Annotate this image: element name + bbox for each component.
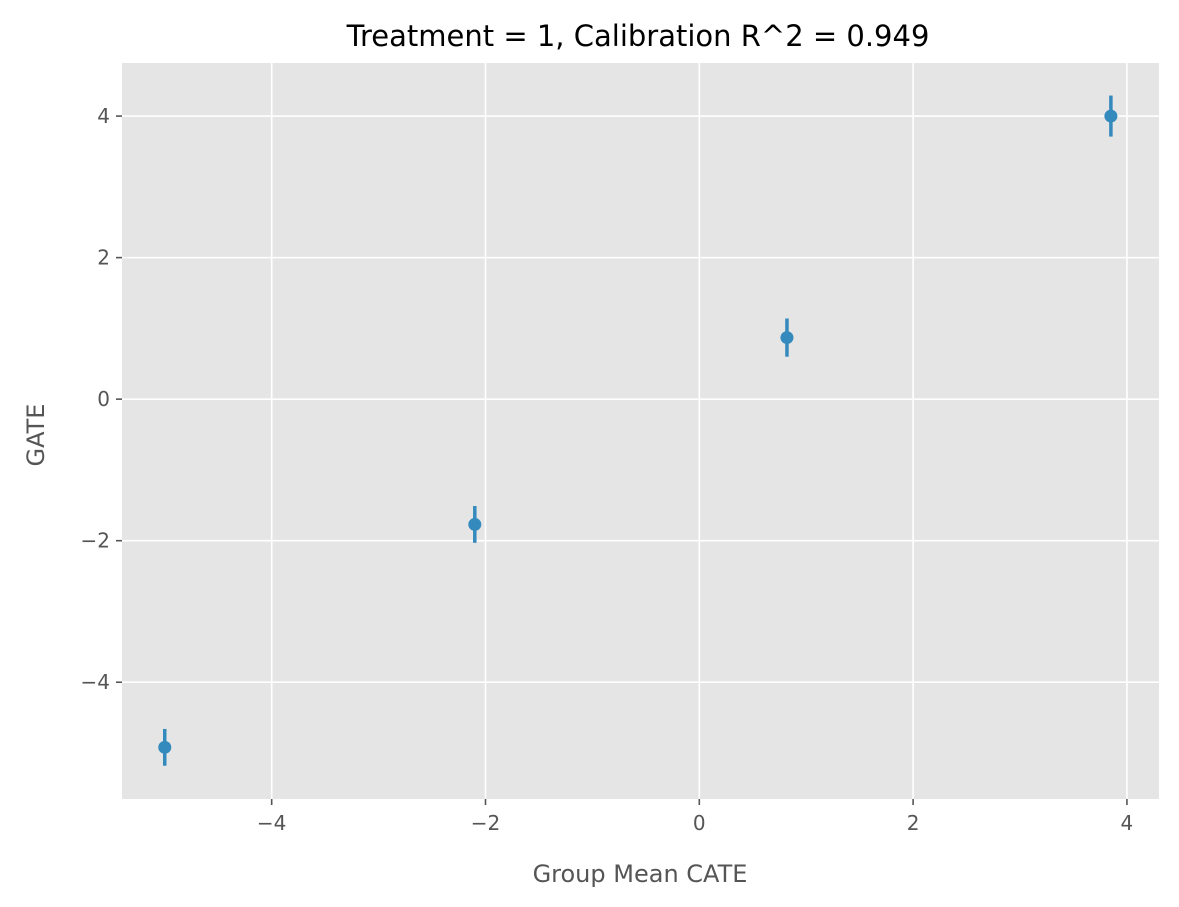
x-tick-label: 2: [907, 811, 920, 835]
chart-title: Treatment = 1, Calibration R^2 = 0.949: [346, 19, 930, 53]
axis-ticks: −4 −2 0 2 4 −4 −2 0 2 4: [81, 104, 1134, 835]
y-tick-label: 0: [97, 387, 110, 411]
plot-area: [122, 63, 1159, 799]
data-points: [158, 95, 1118, 766]
data-point: [158, 740, 172, 754]
y-tick-label: −2: [81, 529, 110, 553]
grid-lines: [122, 63, 1159, 799]
x-tick-label: 0: [693, 811, 706, 835]
y-tick-label: 4: [97, 104, 110, 128]
data-point: [780, 331, 794, 345]
x-tick-label: −2: [471, 811, 500, 835]
data-point: [1104, 109, 1118, 123]
x-tick-label: 4: [1121, 811, 1134, 835]
y-axis-label: GATE: [22, 404, 50, 467]
data-point: [468, 517, 482, 531]
x-axis-label: Group Mean CATE: [533, 860, 748, 888]
y-tick-label: −4: [81, 670, 110, 694]
y-tick-label: 2: [97, 246, 110, 270]
x-tick-label: −4: [257, 811, 286, 835]
